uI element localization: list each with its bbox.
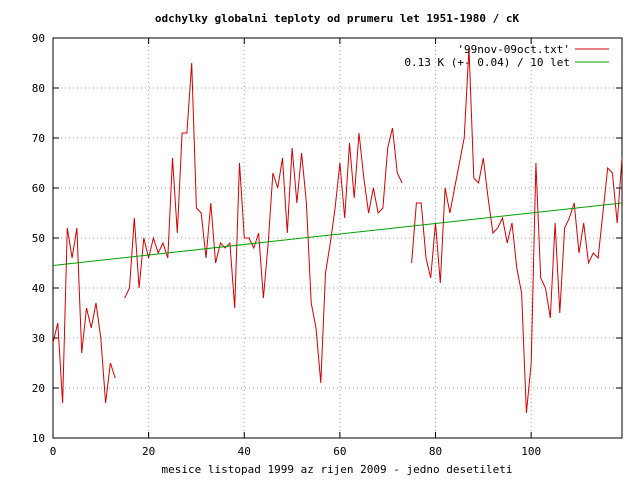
x-tick-label: 100 (521, 445, 541, 458)
chart-title: odchylky globalni teploty od prumeru let… (155, 12, 520, 25)
y-tick-label: 10 (32, 432, 45, 445)
y-tick-label: 60 (32, 182, 45, 195)
legend-label-data: '99nov-09oct.txt' (457, 43, 570, 56)
y-tick-label: 80 (32, 82, 45, 95)
x-tick-label: 20 (142, 445, 155, 458)
tick-labels: 10 20 30 40 50 60 70 80 90 0 20 40 60 80 100 (32, 32, 541, 458)
legend: '99nov-09oct.txt' 0.13 K (+- 0.04) / 10 … (404, 43, 609, 69)
series-line-data (52, 227, 116, 404)
series-line-trend (52, 202, 623, 266)
x-tick-label: 60 (333, 445, 346, 458)
axes (52, 37, 623, 439)
series-line-data (124, 62, 403, 384)
grid (53, 38, 622, 438)
x-tick-label: 80 (429, 445, 442, 458)
x-axis-label: mesice listopad 1999 az rijen 2009 - jed… (162, 463, 513, 476)
x-tick-label: 0 (50, 445, 57, 458)
y-tick-label: 40 (32, 282, 45, 295)
y-tick-label: 50 (32, 232, 45, 245)
series-lines (52, 47, 623, 414)
series-line-data (411, 47, 623, 414)
x-tick-label: 40 (238, 445, 251, 458)
y-tick-label: 20 (32, 382, 45, 395)
y-tick-label: 30 (32, 332, 45, 345)
legend-label-trend: 0.13 K (+- 0.04) / 10 let (404, 56, 570, 69)
y-tick-label: 70 (32, 132, 45, 145)
y-tick-label: 90 (32, 32, 45, 45)
